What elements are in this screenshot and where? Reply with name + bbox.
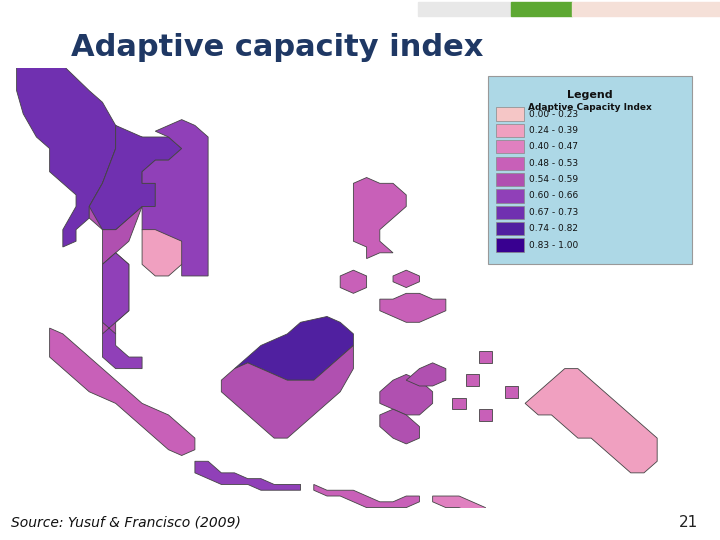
Polygon shape (380, 293, 446, 322)
Polygon shape (142, 120, 208, 276)
Text: 21: 21 (679, 515, 698, 530)
Polygon shape (525, 369, 657, 473)
Text: Adaptive capacity index: Adaptive capacity index (71, 32, 483, 62)
Bar (496, 222, 524, 235)
Text: 0.54 - 0.59: 0.54 - 0.59 (529, 175, 578, 184)
Polygon shape (354, 178, 406, 259)
Polygon shape (479, 351, 492, 363)
Polygon shape (195, 461, 300, 490)
Polygon shape (314, 484, 420, 508)
Polygon shape (221, 346, 354, 438)
Text: 0.40 - 0.47: 0.40 - 0.47 (529, 143, 578, 151)
Bar (496, 206, 524, 219)
Text: Legend: Legend (567, 90, 613, 100)
Polygon shape (89, 125, 156, 230)
Text: 0.67 - 0.73: 0.67 - 0.73 (529, 208, 578, 217)
Polygon shape (235, 316, 354, 380)
Text: Adaptive Capacity Index: Adaptive Capacity Index (528, 103, 652, 112)
Text: 0.00 - 0.23: 0.00 - 0.23 (529, 110, 578, 119)
Polygon shape (505, 386, 518, 397)
Polygon shape (89, 125, 181, 230)
Bar (496, 173, 524, 186)
Polygon shape (380, 374, 433, 415)
Text: 0.74 - 0.82: 0.74 - 0.82 (529, 224, 578, 233)
FancyBboxPatch shape (488, 76, 692, 264)
Polygon shape (393, 270, 420, 287)
Polygon shape (17, 62, 116, 247)
Polygon shape (102, 253, 142, 369)
Bar (496, 157, 524, 170)
Bar (496, 239, 524, 252)
Bar (496, 190, 524, 202)
Bar (572, 2, 720, 16)
Text: 0.48 - 0.53: 0.48 - 0.53 (529, 159, 578, 168)
Text: 0.83 - 1.00: 0.83 - 1.00 (529, 241, 578, 249)
Polygon shape (479, 409, 492, 421)
Text: 0.24 - 0.39: 0.24 - 0.39 (529, 126, 578, 135)
Bar (418, 2, 511, 16)
Bar (496, 124, 524, 137)
Text: 0.60 - 0.66: 0.60 - 0.66 (529, 192, 578, 200)
Polygon shape (142, 230, 181, 276)
Polygon shape (102, 183, 156, 265)
Bar (496, 107, 524, 121)
Polygon shape (452, 397, 466, 409)
Polygon shape (380, 409, 420, 444)
Bar (511, 2, 572, 16)
Polygon shape (340, 270, 366, 293)
Text: Source: Yusuf & Francisco (2009): Source: Yusuf & Francisco (2009) (11, 515, 240, 529)
Polygon shape (433, 496, 485, 514)
Polygon shape (102, 253, 129, 334)
Polygon shape (466, 374, 479, 386)
Polygon shape (406, 363, 446, 386)
Bar (496, 140, 524, 153)
Polygon shape (50, 328, 195, 455)
